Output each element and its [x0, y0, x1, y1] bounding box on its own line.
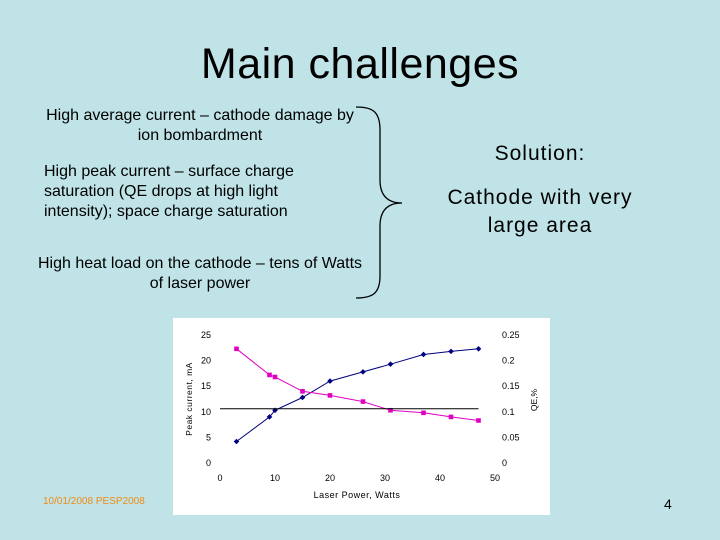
page-number: 4 — [664, 496, 672, 512]
data-point-diamond — [387, 361, 394, 367]
data-point-square — [300, 389, 305, 394]
series-line-1 — [236, 348, 479, 421]
y2-axis-label: QE,% — [529, 388, 539, 411]
data-point-square — [234, 346, 239, 352]
data-point-diamond — [448, 348, 454, 355]
y-tick-label: 0 — [206, 458, 211, 468]
x-tick-label: 20 — [325, 473, 335, 483]
data-point-square — [360, 399, 366, 404]
y2-tick-label: 0.1 — [502, 407, 515, 417]
data-point-square — [272, 374, 278, 380]
y-tick-label: 20 — [201, 356, 211, 366]
x-tick-label: 10 — [270, 473, 280, 483]
y-axis-label: Peak current, mA — [184, 362, 194, 436]
y-tick-label: 10 — [201, 407, 211, 417]
x-tick-label: 0 — [217, 473, 222, 483]
x-axis-label: Laser Power, Watts — [314, 490, 401, 500]
x-tick-label: 30 — [380, 473, 390, 483]
x-tick-label: 40 — [435, 473, 445, 483]
data-point-diamond — [233, 438, 240, 445]
data-point-square — [388, 407, 393, 413]
data-point-diamond — [360, 369, 366, 375]
y2-tick-label: 0.05 — [502, 432, 520, 442]
y-tick-label: 25 — [201, 330, 211, 340]
series-line-0 — [236, 348, 479, 442]
solution-label: Solution: — [494, 142, 586, 165]
y2-tick-label: 0.15 — [502, 381, 520, 391]
challenge-peak-current: High peak current – surface charge satur… — [44, 163, 294, 220]
data-point-diamond — [475, 346, 482, 352]
data-point-diamond — [420, 351, 427, 358]
y2-tick-label: 0.2 — [502, 356, 515, 366]
right-curly-brace — [355, 106, 403, 299]
y-tick-label: 15 — [201, 381, 211, 391]
data-point-square — [327, 393, 333, 398]
challenge-heat-load: High heat load on the cathode – tens of … — [37, 255, 363, 292]
chart-area: 0 5 10 15 20 25 0 0.05 0.1 0.15 0.2 0.25 0 10 20 30 40 50… — [173, 318, 550, 515]
data-point-square — [476, 418, 481, 423]
peak-current-qe-chart: 0 5 10 15 20 25 0 0.05 0.1 0.15 0.2 0.25 0 10 20 30 40 50… — [184, 330, 539, 500]
data-point-square — [267, 372, 272, 378]
challenge-average-current: High average current – cathode damage by… — [46, 107, 354, 144]
data-point-diamond — [327, 378, 333, 384]
solution-text: Cathode with very large area — [447, 186, 633, 237]
data-point-square — [448, 414, 454, 420]
y2-tick-label: 0 — [502, 458, 507, 468]
data-point-diamond — [299, 394, 306, 401]
data-point-square — [421, 410, 426, 416]
x-tick-label: 50 — [490, 473, 500, 483]
y2-tick-label: 0.25 — [502, 330, 520, 340]
y-tick-label: 5 — [206, 432, 211, 442]
footer-date: 10/01/2008 PESP2008 — [43, 496, 145, 507]
slide-title: Main challenges — [200, 40, 520, 88]
